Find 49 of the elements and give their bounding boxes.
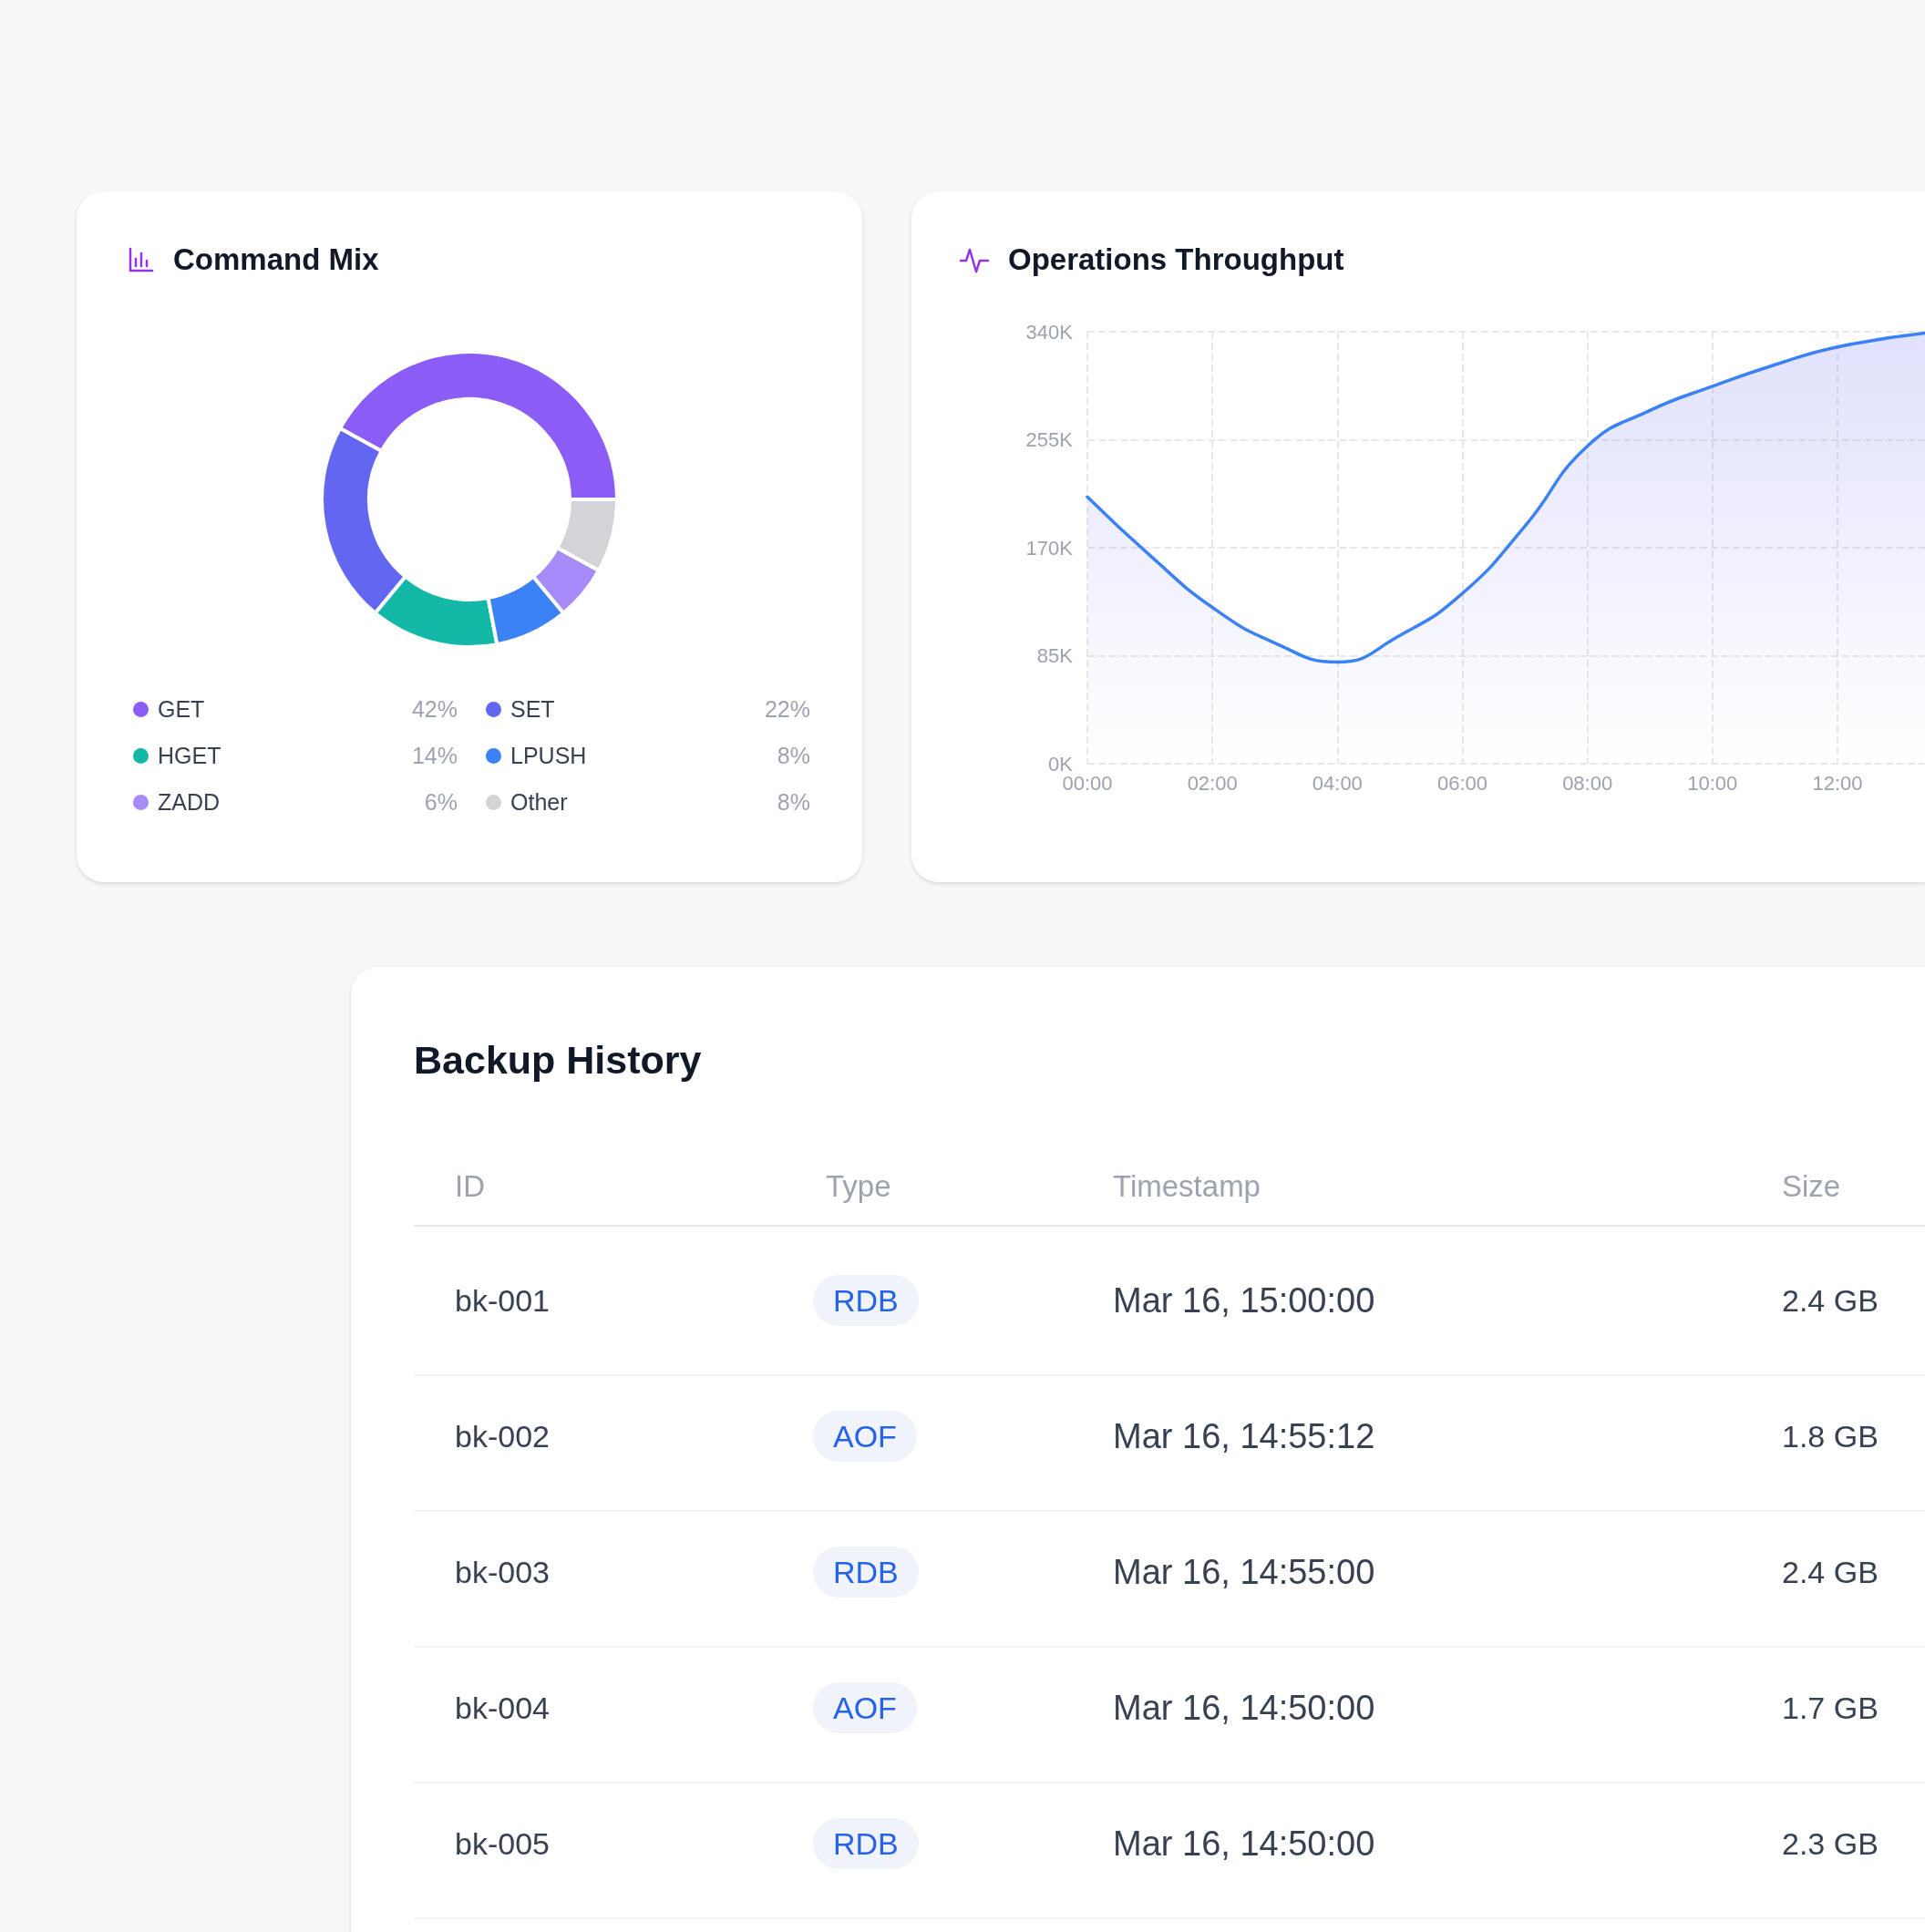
data-label: 22% — [763, 695, 810, 724]
text: Mar 16, 14:50:00 — [1113, 1824, 1375, 1865]
legend-label: LPUSH — [510, 742, 587, 770]
x-tick-label: 04:00 — [1312, 771, 1363, 795]
x-tick-label: 06:00 — [1436, 771, 1488, 795]
y-tick-label: 255K — [1025, 428, 1074, 451]
legend-label: ZADD — [158, 788, 221, 817]
text: RDB — [813, 1818, 919, 1869]
x-tick-label: 10:00 — [1687, 771, 1738, 795]
category-label: ID — [455, 1168, 485, 1205]
legend-label: HGET — [158, 742, 221, 770]
legend-label: SET — [510, 695, 555, 724]
text: Mar 16, 14:55:00 — [1113, 1552, 1375, 1593]
category-label: Timestamp — [1113, 1168, 1261, 1205]
data-label: 14% — [410, 742, 458, 770]
text: Backup History — [414, 1038, 702, 1083]
x-tick-label: 08:00 — [1562, 771, 1613, 795]
legend-label: Other — [510, 788, 568, 817]
text: RDB — [813, 1547, 919, 1598]
x-tick-label: 02:00 — [1187, 771, 1238, 795]
text: Mar 16, 15:00:00 — [1113, 1280, 1375, 1321]
text: bk-005 — [455, 1825, 550, 1863]
text: 2.4 GB — [1782, 1282, 1879, 1320]
category-label: Type — [826, 1168, 891, 1205]
text: bk-001 — [455, 1282, 550, 1320]
data-label: 6% — [423, 788, 458, 817]
text: bk-003 — [455, 1554, 550, 1591]
x-tick-label: 12:00 — [1812, 771, 1863, 795]
text: AOF — [813, 1682, 917, 1733]
y-tick-label: 170K — [1025, 536, 1074, 560]
chart-title: Operations Throughput — [1008, 242, 1344, 277]
category-label: Size — [1782, 1168, 1841, 1205]
chart-title: Command Mix — [173, 242, 379, 277]
text: 2.4 GB — [1782, 1554, 1879, 1591]
data-label: 8% — [776, 788, 810, 817]
text: bk-002 — [455, 1418, 550, 1455]
text: 1.7 GB — [1782, 1690, 1879, 1727]
data-label: 8% — [776, 742, 810, 770]
text: bk-004 — [455, 1690, 550, 1727]
y-tick-label: 340K — [1025, 320, 1074, 344]
y-tick-label: 85K — [1036, 644, 1074, 667]
data-label: 42% — [410, 695, 458, 724]
text: AOF — [813, 1411, 917, 1462]
legend-label: GET — [158, 695, 205, 724]
text: Mar 16, 14:55:12 — [1113, 1416, 1375, 1457]
text: Mar 16, 14:50:00 — [1113, 1688, 1375, 1729]
text: RDB — [813, 1275, 919, 1326]
text: 1.8 GB — [1782, 1418, 1879, 1455]
text: 2.3 GB — [1782, 1825, 1879, 1863]
